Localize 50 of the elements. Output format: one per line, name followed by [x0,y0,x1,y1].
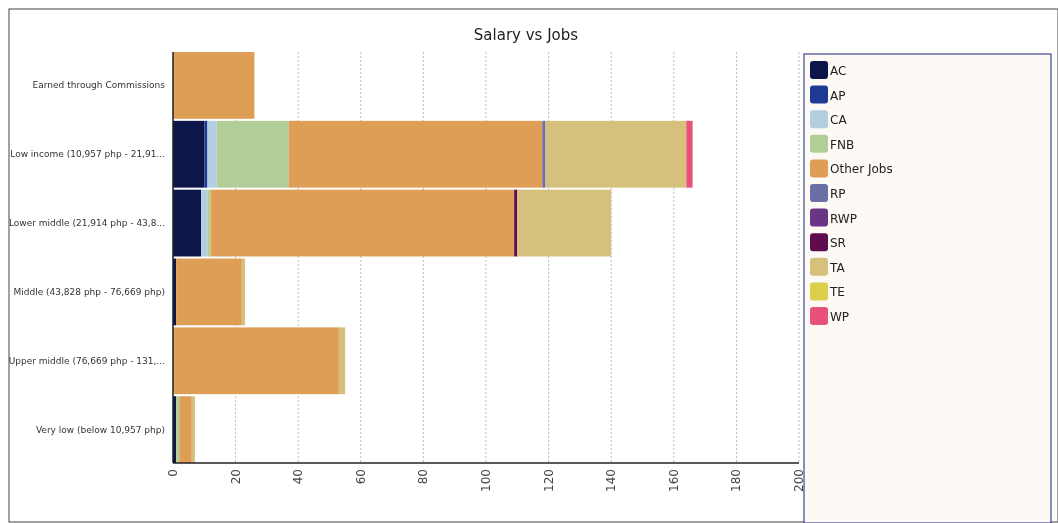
y-tick-label: Upper middle (76,669 php - 131,... [8,355,165,366]
bar [686,120,693,188]
x-tick-label: 80 [416,469,431,485]
bar [173,120,205,188]
bar [514,189,518,257]
x-tick-label: 100 [479,469,493,492]
x-tick-label: 20 [228,469,243,485]
legend-label: SR [830,236,846,251]
bar [517,189,612,257]
legend-label: AC [830,64,847,78]
bar [216,120,289,188]
bar [173,189,202,257]
x-tick-label: 200 [792,469,806,492]
bar [241,258,245,326]
legend-label: FNB [830,137,855,152]
bar [338,327,346,395]
legend-label: RWP [830,211,857,226]
y-tick-label: Middle (43,828 php - 76,669 php) [13,286,165,297]
bar [173,327,339,395]
legend-label: Other Jobs [830,162,893,177]
legend-label: RP [830,187,846,201]
chart-title: Salary vs Jobs [473,26,579,44]
bar [207,189,211,257]
legend-label: TA [829,260,846,275]
legend-label: AP [830,88,846,103]
bar [179,396,192,463]
bar [288,120,543,188]
bar [207,120,217,188]
bar [204,120,208,188]
legend-label: WP [830,310,850,324]
legend-label: CA [830,113,848,128]
bar [176,258,242,326]
x-tick-label: 160 [666,469,681,492]
bar [173,52,255,119]
x-tick-label: 0 [166,469,180,477]
y-tick-label: Very low (below 10,957 php) [35,424,165,435]
bar [545,120,687,188]
bar [542,120,546,188]
bar [201,189,208,257]
x-tick-label: 120 [541,469,556,492]
x-tick-label: 140 [604,469,619,492]
x-tick-label: 60 [353,469,368,485]
bar [210,189,515,257]
bar [191,396,195,463]
x-tick-label: 180 [729,469,744,492]
y-tick-label: Low income (10,957 php - 21,91... [10,149,165,160]
legend-label: TE [829,285,845,300]
x-tick-label: 40 [291,469,306,485]
y-tick-label: Earned through Commissions [32,80,166,91]
y-tick-label: Lower middle (21,914 php - 43,8... [9,218,165,229]
